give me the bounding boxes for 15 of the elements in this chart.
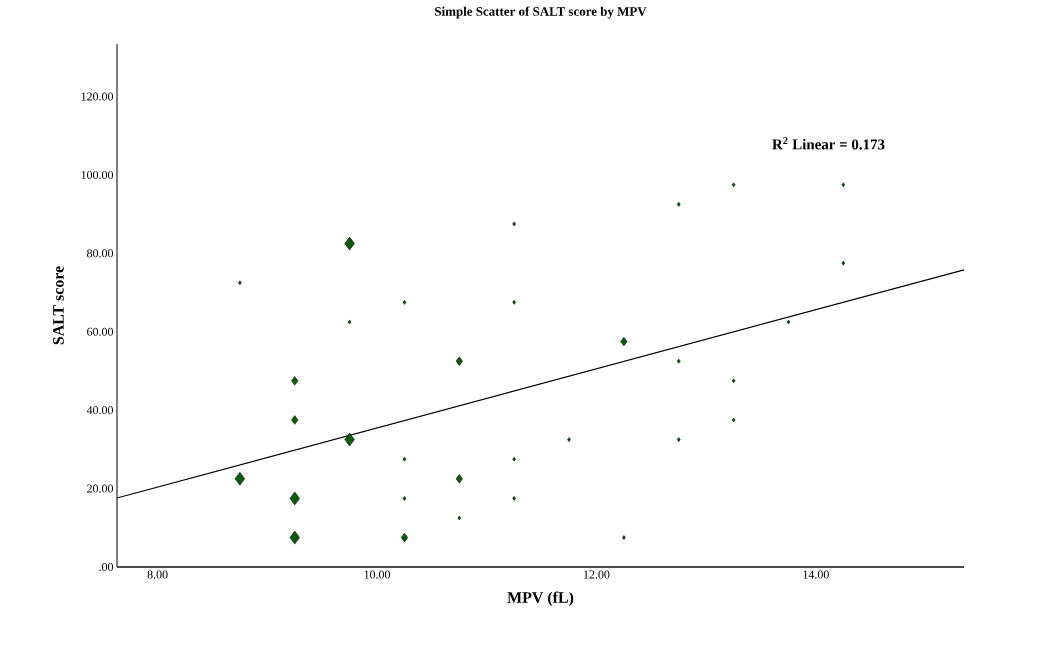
y-tick-label: 40.00 — [86, 406, 114, 415]
y-tick-label: 20.00 — [87, 484, 114, 493]
y-tick-label: 100.00 — [81, 170, 114, 179]
x-tick-label: 14.00 — [803, 570, 829, 579]
chart-title: Simple Scatter of SALT score by MPV — [435, 6, 647, 19]
y-tick-label: 60.00 — [87, 327, 114, 336]
x-tick-label: 10.00 — [364, 570, 391, 579]
annotation: R$^{2}$ Linear = 0.173 — [772, 137, 885, 150]
y-tick-label: 120.00 — [81, 92, 114, 101]
x-tick-label: 12.00 — [584, 570, 610, 579]
y-axis-title: SALT score — [53, 266, 64, 345]
y-tick-label: .00 — [99, 562, 114, 572]
y-tick-label: 80.00 — [87, 249, 114, 258]
x-tick-label: 8.00 — [147, 570, 168, 579]
x-axis-title: MPV (fL) — [507, 591, 574, 607]
